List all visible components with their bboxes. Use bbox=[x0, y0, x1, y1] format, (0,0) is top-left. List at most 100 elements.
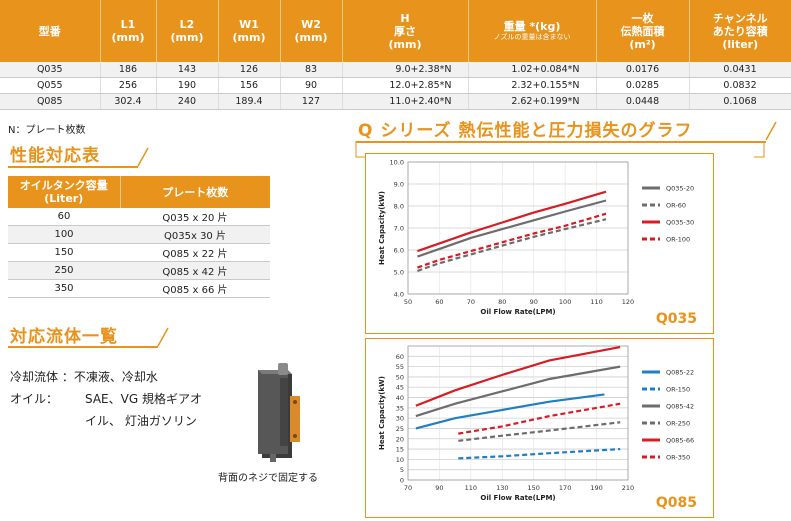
y-tick-label: 40 bbox=[396, 394, 404, 402]
y-tick-label: 25 bbox=[396, 425, 404, 433]
spec-row: Q085 302.4 240 189.4 127 11.0+2.40*N 2.6… bbox=[0, 93, 791, 110]
spec-header-model: 型番 bbox=[0, 0, 101, 62]
capacity-cell: 350 bbox=[8, 279, 120, 298]
series-line bbox=[417, 212, 607, 269]
y-tick-label: 8.0 bbox=[394, 203, 404, 211]
legend-label: Q085-22 bbox=[666, 369, 694, 377]
plot-area bbox=[407, 161, 629, 295]
x-tick-label: 70 bbox=[404, 484, 412, 492]
coolant-label: 冷却流体 ： bbox=[10, 370, 74, 384]
legend-label: OR-60 bbox=[666, 202, 686, 210]
spec-cell: 143 bbox=[156, 62, 219, 78]
oil-label: オイル： bbox=[10, 392, 59, 406]
y-tick-label: 60 bbox=[396, 353, 404, 361]
spec-cell: 190 bbox=[156, 77, 219, 94]
q085-chart: 0 5 10 15 20 25 30 35 40 45 50 55 60 70 90 110 130 150 170… bbox=[378, 345, 694, 502]
capacity-heading-underline bbox=[8, 166, 138, 168]
oil-line-continued: イル、 灯油ガソリン bbox=[85, 414, 197, 428]
q085-chart-title: Q085 bbox=[655, 495, 697, 511]
x-tick-label: 210 bbox=[622, 484, 634, 492]
x-tick-label: 50 bbox=[404, 298, 412, 306]
spec-header-h: H 厚さ (mm) bbox=[342, 0, 469, 62]
fluids-heading-underline bbox=[8, 346, 158, 348]
x-tick-label: 110 bbox=[590, 298, 602, 306]
series-line bbox=[415, 365, 621, 418]
spec-table: 型番 L1 (mm) L2 (mm) W1 (mm) W2 (mm) H 厚さ (mm) 重… bbox=[0, 0, 791, 110]
x-tick-label: 130 bbox=[496, 484, 508, 492]
spec-cell: 9.0+2.38*N bbox=[342, 62, 469, 78]
legend-label: Q085-66 bbox=[666, 437, 694, 445]
y-tick-label: 15 bbox=[396, 446, 404, 454]
spec-header-w1: W1 (mm) bbox=[218, 0, 281, 62]
spec-cell: 302.4 bbox=[100, 93, 157, 110]
capacity-cell: Q085 x 42 片 bbox=[120, 261, 270, 280]
legend-label: OR-100 bbox=[666, 236, 690, 244]
y-tick-label: 0 bbox=[400, 477, 404, 485]
x-tick-label: 110 bbox=[465, 484, 477, 492]
capacity-cell: Q085 x 66 片 bbox=[120, 279, 270, 298]
oil-value: SAE、VG 規格ギアオ bbox=[85, 392, 202, 406]
x-tick-label: 90 bbox=[530, 298, 538, 306]
y-tick-label: 50 bbox=[396, 373, 404, 381]
series-line bbox=[458, 447, 621, 460]
x-tick-label: 90 bbox=[435, 484, 443, 492]
spec-cell: 83 bbox=[280, 62, 343, 78]
spec-row: Q035 186 143 126 83 9.0+2.38*N 1.02+0.08… bbox=[0, 62, 791, 78]
spec-cell: 240 bbox=[156, 93, 219, 110]
capacity-header-row: オイルタンク容量 (Liter) プレート枚数 bbox=[8, 176, 270, 208]
capacity-cell: 100 bbox=[8, 225, 120, 244]
heading-slash-icon bbox=[137, 147, 149, 167]
y-tick-label: 55 bbox=[396, 363, 404, 371]
x-axis-label: Oil Flow Rate(LPM) bbox=[480, 308, 555, 316]
spec-header-l1: L1 (mm) bbox=[100, 0, 157, 62]
y-tick-label: 45 bbox=[396, 384, 404, 392]
spec-header-volume: チャンネル あたり容積 (liter) bbox=[689, 0, 791, 62]
capacity-row: 250 Q085 x 42 片 bbox=[8, 261, 270, 280]
spec-header-area: 一枚 伝熱面積 (m²) bbox=[596, 0, 690, 62]
y-tick-label: 10 bbox=[396, 456, 404, 464]
legend-label: OR-250 bbox=[666, 420, 690, 428]
y-tick-label: 30 bbox=[396, 415, 404, 423]
y-tick-label: 4.0 bbox=[394, 291, 404, 299]
graphs-heading: Q シリーズ 熱伝性能と圧力損失のグラフ bbox=[358, 121, 693, 141]
series-line bbox=[417, 218, 607, 272]
spec-cell: 2.62+0.199*N bbox=[468, 93, 597, 110]
spec-cell: 186 bbox=[100, 62, 157, 78]
spec-cell: 127 bbox=[280, 93, 343, 110]
q035-graph-panel: 4.0 5.0 6.0 7.0 8.0 9.0 10.0 50 60 70 80 90 100 110 12… bbox=[365, 153, 714, 334]
spec-cell: 0.0285 bbox=[596, 77, 690, 94]
legend-label: Q035-30 bbox=[666, 219, 694, 227]
legend-label: OR-150 bbox=[666, 386, 690, 394]
spec-header-weight: 重量 *(kg) ノズルの重量は含まない bbox=[468, 0, 597, 62]
heading-slash-icon bbox=[765, 121, 777, 141]
capacity-row: 100 Q035x 30 片 bbox=[8, 225, 270, 244]
spec-cell: 0.0176 bbox=[596, 62, 690, 78]
y-axis-label: Heat Capacity(kW) bbox=[378, 376, 386, 450]
spec-header-row: 型番 L1 (mm) L2 (mm) W1 (mm) W2 (mm) H 厚さ (mm) 重… bbox=[0, 0, 791, 62]
spec-cell: 11.0+2.40*N bbox=[342, 93, 469, 110]
product-caption: 背面のネジで固定する bbox=[218, 473, 318, 484]
capacity-table: オイルタンク容量 (Liter) プレート枚数 60 Q035 x 20 片 10… bbox=[8, 176, 270, 298]
plate-cooler-product-image bbox=[258, 363, 300, 462]
heading-slash-icon bbox=[157, 327, 169, 347]
spec-cell: 1.02+0.084*N bbox=[468, 62, 597, 78]
y-tick-label: 5.0 bbox=[394, 269, 404, 277]
spec-cell: 256 bbox=[100, 77, 157, 94]
capacity-cell: 60 bbox=[8, 208, 120, 226]
graphs-heading-underline bbox=[356, 141, 766, 143]
spec-cell: 189.4 bbox=[218, 93, 281, 110]
spec-cell: 2.32+0.155*N bbox=[468, 77, 597, 94]
y-axis-label: Heat Capacity(kW) bbox=[378, 191, 386, 265]
plot-area bbox=[407, 345, 629, 481]
series-line bbox=[415, 393, 605, 430]
x-tick-label: 190 bbox=[590, 484, 602, 492]
series-line bbox=[417, 190, 607, 253]
spec-cell: 156 bbox=[218, 77, 281, 94]
spec-cell: 12.0+2.85*N bbox=[342, 77, 469, 94]
capacity-cell: Q035 x 20 片 bbox=[120, 208, 270, 226]
x-axis-label: Oil Flow Rate(LPM) bbox=[480, 494, 555, 502]
capacity-cell: 250 bbox=[8, 261, 120, 280]
plate-count-note: N：プレート枚数 bbox=[8, 125, 86, 136]
x-tick-label: 120 bbox=[622, 298, 634, 306]
y-tick-label: 5 bbox=[400, 466, 404, 474]
